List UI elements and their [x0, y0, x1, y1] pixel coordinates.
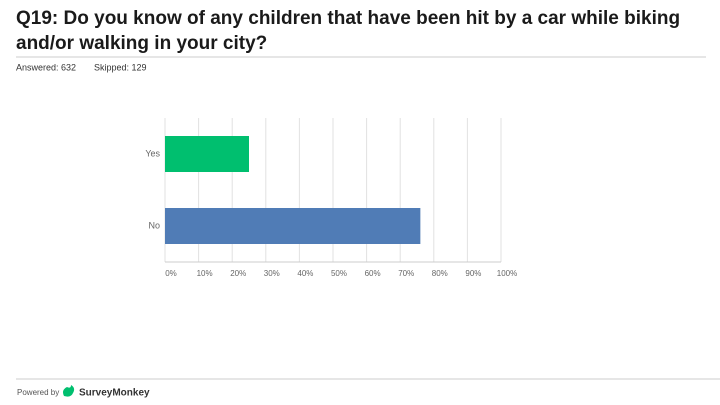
- x-tick-label: 80%: [432, 269, 448, 278]
- x-tick-label: 100%: [497, 269, 517, 278]
- answered: Answered: 632: [16, 62, 76, 72]
- logo-icon: [63, 385, 75, 397]
- x-tick-label: 70%: [398, 269, 414, 278]
- y-tick-label: No: [148, 220, 160, 230]
- x-tick-label: 50%: [331, 269, 347, 278]
- x-tick-label: 40%: [297, 269, 313, 278]
- x-tick-label: 30%: [264, 269, 280, 278]
- skipped: Skipped: 129: [94, 62, 147, 72]
- x-tick-label: 20%: [230, 269, 246, 278]
- bar: [165, 208, 421, 244]
- x-tick-label: 60%: [365, 269, 381, 278]
- bar: [165, 136, 249, 172]
- y-tick-label: Yes: [145, 148, 160, 158]
- x-tick-label: 10%: [197, 269, 213, 278]
- x-tick-label: 90%: [465, 269, 481, 278]
- chart-title: Q19: Do you know of any children that ha…: [16, 8, 681, 54]
- powered-by: Powered by: [17, 388, 59, 397]
- x-tick-label: 0%: [165, 269, 177, 278]
- brand: SurveyMonkey: [79, 388, 150, 399]
